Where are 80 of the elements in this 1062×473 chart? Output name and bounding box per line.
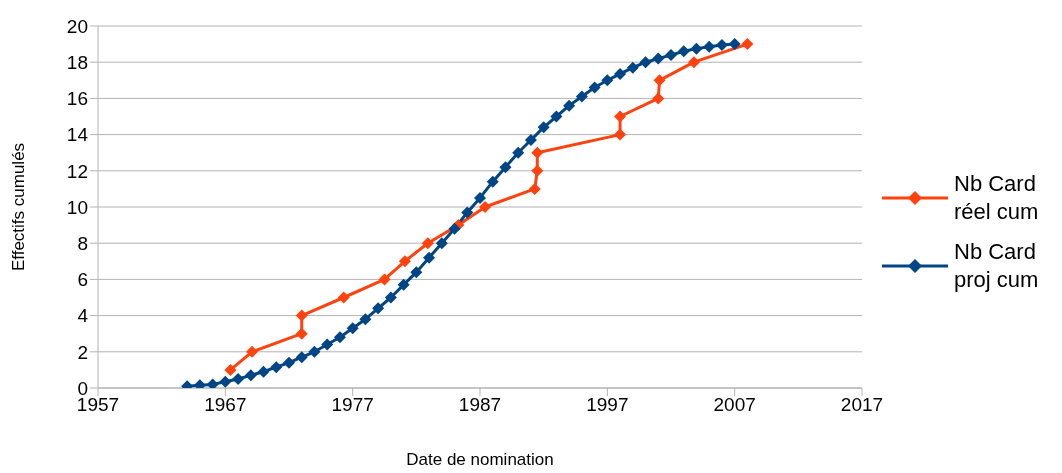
point (703, 40, 716, 53)
x-tick-label: 1967 (204, 394, 247, 416)
point (563, 99, 576, 112)
point (531, 164, 544, 177)
point (741, 38, 754, 51)
point (537, 121, 550, 134)
point (653, 74, 666, 87)
point (295, 309, 308, 322)
point (715, 39, 728, 52)
point (728, 38, 741, 51)
point (337, 291, 350, 304)
point (550, 110, 563, 123)
y-axis-title: Effectifs cumulés (9, 142, 29, 272)
point (652, 92, 665, 105)
point (232, 372, 245, 385)
point (690, 42, 703, 55)
point (614, 67, 627, 80)
x-tick-label: 2007 (713, 394, 756, 416)
point (474, 191, 486, 204)
point (588, 81, 601, 94)
x-axis-title: Date de nomination (406, 450, 554, 470)
point (461, 206, 474, 219)
point (398, 255, 411, 268)
point (244, 369, 257, 382)
point (531, 146, 544, 159)
point (421, 237, 434, 250)
point (448, 222, 461, 235)
point (219, 375, 232, 388)
point (524, 134, 537, 147)
y-tick-label: 20 (66, 15, 88, 37)
x-tick-label: 1987 (458, 394, 502, 416)
legend-label: Nb Card réel cum (954, 170, 1040, 226)
point (295, 351, 308, 364)
y-tick-label: 16 (66, 88, 88, 110)
y-tick-label: 12 (66, 160, 88, 182)
point (614, 128, 627, 141)
point (283, 356, 295, 369)
point (677, 45, 690, 58)
point (665, 48, 677, 61)
point (575, 90, 588, 103)
y-tick-label: 4 (77, 305, 89, 327)
point (378, 273, 391, 286)
point (486, 175, 499, 188)
point (246, 345, 259, 358)
point (308, 345, 321, 358)
x-tick-label: 1977 (331, 394, 374, 416)
point (206, 378, 219, 388)
point (499, 161, 512, 174)
y-tick-label: 2 (77, 341, 88, 363)
point (270, 361, 283, 374)
y-tick-label: 14 (66, 124, 89, 146)
point (652, 52, 665, 65)
y-tick-label: 10 (66, 196, 88, 218)
y-tick-label: 8 (77, 232, 88, 254)
point (397, 278, 410, 291)
x-tick-label: 2017 (840, 394, 884, 416)
point (224, 363, 237, 376)
point (321, 338, 334, 351)
point (601, 74, 614, 87)
point (626, 61, 639, 74)
point (435, 237, 448, 250)
point (333, 331, 346, 344)
point (295, 327, 308, 340)
point (614, 110, 627, 123)
y-tick-label: 6 (77, 269, 88, 291)
point (346, 322, 359, 335)
x-tick-label: 1997 (586, 394, 629, 416)
point (512, 146, 525, 159)
point (372, 302, 385, 315)
legend-label: Nb Card proj cum (954, 238, 1040, 294)
point (423, 251, 436, 264)
point (359, 313, 372, 326)
point (384, 291, 397, 304)
point (479, 201, 492, 213)
point (687, 56, 700, 69)
point (410, 266, 423, 279)
point (639, 56, 652, 69)
point (257, 365, 270, 378)
y-tick-label: 18 (66, 51, 88, 73)
point (528, 182, 541, 195)
